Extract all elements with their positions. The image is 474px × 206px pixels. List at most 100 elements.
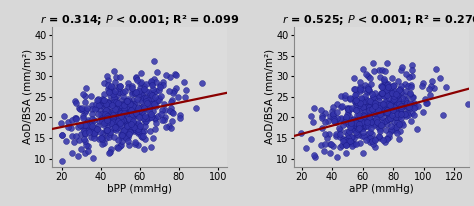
Point: [109, 91, 117, 94]
Point: [122, 129, 129, 132]
Point: [383, 108, 391, 111]
Point: [114, 101, 121, 104]
Point: [112, 109, 120, 113]
Point: [397, 111, 405, 115]
Point: [136, 124, 144, 128]
Point: [102, 102, 110, 105]
Point: [161, 116, 169, 119]
Point: [393, 131, 401, 135]
Point: [131, 130, 138, 133]
Point: [111, 107, 118, 110]
Point: [115, 86, 122, 90]
Point: [82, 87, 90, 90]
Point: [370, 124, 377, 127]
Point: [382, 85, 390, 88]
Point: [371, 104, 379, 108]
Point: [105, 99, 112, 103]
Point: [386, 103, 393, 106]
Point: [332, 132, 339, 136]
Point: [143, 82, 150, 85]
Point: [380, 103, 387, 107]
Point: [98, 117, 106, 120]
Point: [345, 107, 352, 110]
Point: [360, 151, 367, 154]
Point: [118, 112, 125, 115]
Point: [342, 130, 350, 134]
Point: [144, 101, 152, 104]
Point: [169, 111, 176, 115]
Point: [372, 112, 380, 116]
Point: [91, 137, 98, 140]
Point: [387, 128, 395, 131]
Point: [125, 86, 132, 89]
Point: [111, 90, 119, 93]
Point: [352, 101, 359, 104]
Point: [146, 117, 153, 120]
Title: $\it{r}$ = 0.525; $\it{P}$ < 0.001; R² = 0.276: $\it{r}$ = 0.525; $\it{P}$ < 0.001; R² =…: [282, 13, 474, 27]
Point: [387, 107, 394, 110]
Point: [121, 133, 128, 137]
Point: [131, 142, 139, 146]
Point: [360, 105, 367, 109]
Point: [128, 85, 136, 88]
Point: [376, 114, 383, 117]
Point: [118, 119, 125, 122]
Point: [107, 121, 115, 124]
Point: [385, 107, 392, 110]
Point: [405, 105, 413, 109]
Point: [336, 128, 344, 132]
Point: [106, 118, 114, 121]
Point: [359, 113, 367, 116]
Point: [115, 122, 122, 126]
Point: [129, 122, 137, 125]
Point: [90, 134, 97, 137]
Point: [93, 99, 101, 102]
Point: [344, 132, 352, 135]
Point: [80, 114, 87, 117]
Point: [344, 136, 352, 139]
Point: [135, 89, 143, 92]
Title: $\it{r}$ = 0.314; $\it{P}$ < 0.001; R² = 0.099: $\it{r}$ = 0.314; $\it{P}$ < 0.001; R² =…: [40, 13, 239, 27]
Point: [329, 114, 337, 117]
Point: [423, 102, 430, 105]
Point: [358, 115, 365, 118]
Point: [99, 137, 106, 140]
Point: [391, 94, 398, 98]
Point: [140, 129, 147, 133]
Point: [356, 114, 363, 117]
Point: [136, 109, 143, 112]
Point: [102, 108, 109, 111]
Point: [393, 112, 401, 116]
Point: [128, 92, 136, 96]
Point: [333, 102, 340, 105]
Point: [152, 80, 160, 84]
Point: [142, 119, 149, 122]
Point: [404, 113, 411, 116]
Point: [362, 138, 370, 142]
Point: [104, 78, 112, 81]
Point: [371, 97, 378, 100]
Point: [114, 121, 122, 124]
Point: [326, 142, 334, 145]
Y-axis label: AoD/BSA (mm/m²): AoD/BSA (mm/m²): [23, 49, 33, 144]
Point: [368, 106, 375, 109]
Point: [147, 113, 155, 116]
Point: [399, 97, 406, 100]
Point: [442, 85, 450, 89]
Point: [101, 121, 109, 124]
Point: [106, 105, 114, 108]
Point: [141, 115, 149, 118]
Point: [352, 99, 359, 102]
Point: [129, 112, 137, 116]
Point: [337, 117, 345, 120]
Point: [104, 119, 111, 122]
Point: [323, 136, 331, 139]
Point: [138, 131, 146, 134]
Point: [109, 111, 117, 115]
Point: [383, 89, 390, 92]
Point: [318, 116, 326, 120]
Point: [384, 86, 392, 89]
Point: [321, 111, 328, 114]
Point: [118, 140, 126, 143]
Point: [418, 84, 426, 88]
